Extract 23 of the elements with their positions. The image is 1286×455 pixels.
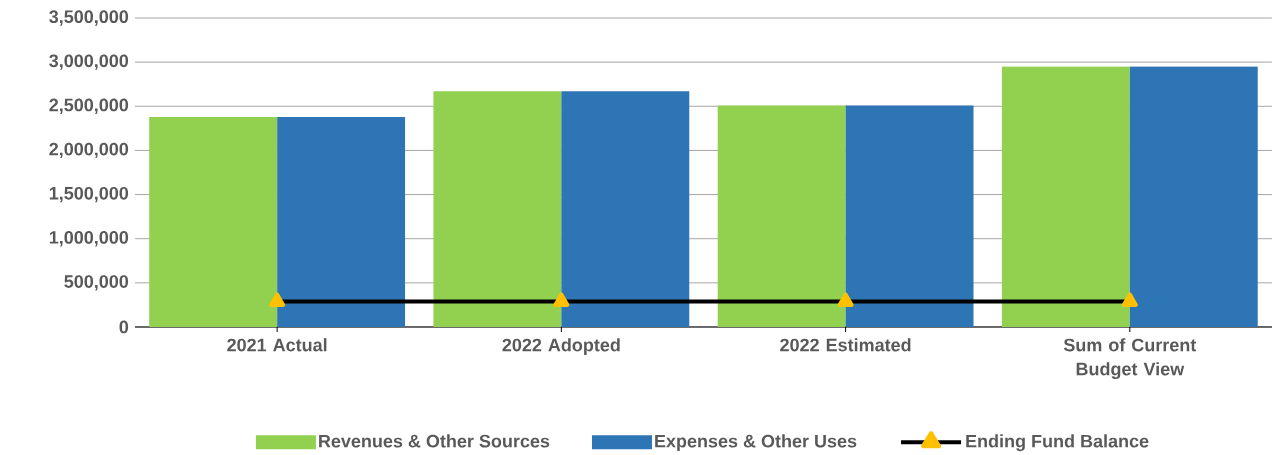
legend-label: Expenses & Other Uses [655,434,857,452]
bar [1001,66,1130,327]
y-tick-label: 1,500,000 [49,186,129,203]
x-tick-label: 2022 Adopted [502,338,620,355]
y-tick-label: 500,000 [64,275,129,291]
y-tick-label: 2,000,000 [49,142,129,159]
bar [277,116,406,327]
y-tick-label: 3,500,000 [49,10,129,26]
legend-label: Ending Fund Balance [966,434,1149,452]
y-tick-label: 0 [119,320,129,334]
x-tick-label: 2021 Actual [227,338,327,352]
bar [845,105,974,327]
bar [149,116,278,327]
y-tick-label: 2,500,000 [49,98,129,114]
bar [1129,66,1258,327]
bar [717,105,846,327]
y-tick-label: 1,000,000 [49,231,129,247]
bar [433,91,562,327]
x-tick-label: 2022 Estimated [780,338,911,352]
y-tick-label: 3,000,000 [49,54,129,70]
x-tick-label: Sum of Current Budget View [1063,338,1197,380]
bar [561,91,690,327]
legend-label: Revenues & Other Sources [319,434,550,448]
